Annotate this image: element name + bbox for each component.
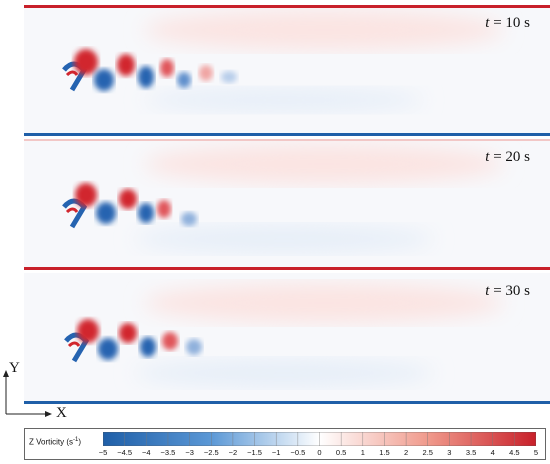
colorbar-tick-label: −1: [271, 448, 281, 457]
colorbar-tick-label: 5: [533, 448, 539, 457]
vorticity-field-1: [24, 5, 550, 136]
x-axis-label: X: [56, 405, 67, 421]
colorbar-tick-label: −4: [142, 448, 151, 457]
colorbar-tick-label: 3: [447, 448, 452, 457]
colorbar-tick-label: −2.5: [203, 448, 219, 457]
time-label-1: t = 10 s: [485, 15, 530, 32]
time-label-3: t = 30 s: [485, 283, 530, 300]
vorticity-panel-3: t = 30 s: [24, 273, 550, 404]
vorticity-field-3: [24, 273, 550, 404]
colorbar-tick-label: −2: [228, 448, 238, 457]
colorbar-ticks: −5 −4.5 −4 −3.5 −3 −2.5 −2 −1.5 −1 −0.5 0 0.5 1 1.5 2 2…: [99, 448, 539, 458]
colorbar-tick-label: 2: [404, 448, 409, 457]
colorbar-tick-label: 2.5: [422, 448, 433, 457]
colorbar-tick-label: 1: [360, 448, 365, 457]
coordinate-axes: Y X: [0, 360, 80, 421]
time-value: = 30 s: [493, 283, 530, 299]
time-variable: t: [485, 283, 490, 299]
colorbar-tick-label: −3.5: [160, 448, 176, 457]
time-label-2: t = 20 s: [485, 149, 530, 166]
colorbar-tick-label: 0.5: [335, 448, 347, 457]
colorbar-tick-label: −4.5: [117, 448, 133, 457]
colorbar-legend: Z Vorticity (s-1) −5 −4.5 −4 −3.5 −3 −2.5 −2 −1…: [24, 428, 546, 460]
colorbar-tick-label: −0.5: [290, 448, 306, 457]
colorbar-tick-label: 4: [490, 448, 495, 457]
colorbar-tick-label: 0: [317, 448, 322, 457]
vorticity-field-2: [24, 139, 550, 270]
colorbar-tick-label: 1.5: [379, 448, 390, 457]
colorbar-tick-label: −3: [185, 448, 194, 457]
vorticity-panel-1: t = 10 s: [24, 5, 550, 136]
y-axis-label: Y: [9, 360, 20, 376]
colorbar-tick-label: 4.5: [509, 448, 520, 457]
time-value: = 10 s: [493, 15, 530, 31]
colorbar-gradient: [103, 432, 536, 446]
axis-arrows-icon: [3, 370, 52, 417]
vorticity-panel-2: t = 20 s: [24, 139, 550, 270]
colorbar-tick-label: −1.5: [247, 448, 262, 457]
colorbar-title: Z Vorticity (s-1): [29, 437, 82, 447]
time-variable: t: [485, 149, 490, 165]
time-variable: t: [485, 15, 490, 31]
time-value: = 20 s: [493, 149, 530, 165]
colorbar-tick-label: −5: [98, 448, 108, 457]
colorbar-tick-label: 3.5: [465, 448, 477, 457]
